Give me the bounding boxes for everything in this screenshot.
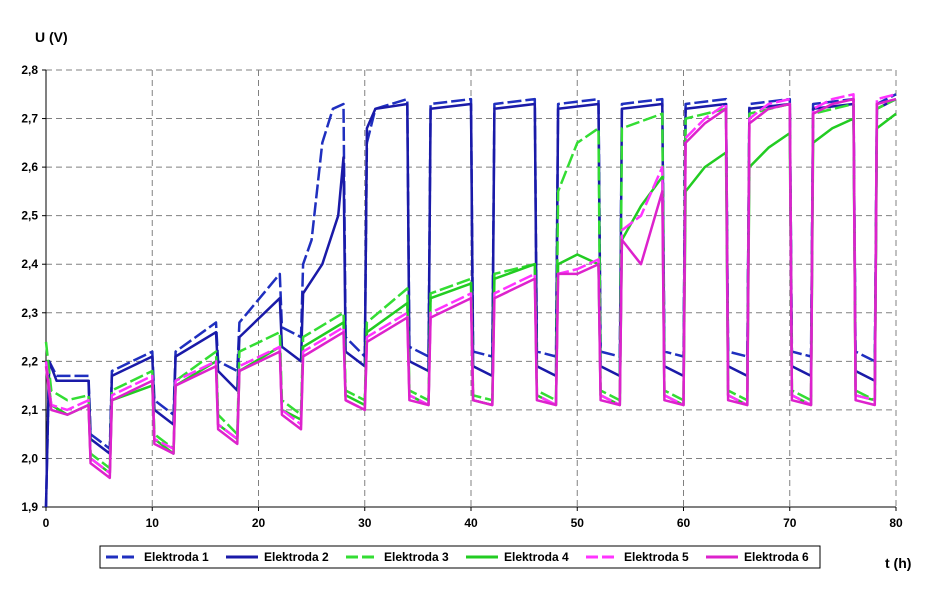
y-tick-label: 2,6 xyxy=(21,160,38,174)
x-tick-label: 60 xyxy=(677,516,691,530)
legend-label-4: Elektroda 4 xyxy=(504,550,569,564)
tick-labels: 1,9 2,0 2,1 2,2 2,3 2,4 2,5 2,6 2,7 2,8 0 10 20 30 40 5… xyxy=(21,63,903,530)
legend: Elektroda 1 Elektroda 2 Elektroda 3 Elektro… xyxy=(99,545,821,569)
x-axis-title: t (h) xyxy=(885,555,911,571)
series-line-6 xyxy=(44,97,897,480)
x-tick-label: 40 xyxy=(464,516,478,530)
y-tick-label: 1,9 xyxy=(21,500,38,514)
x-tick-label: 0 xyxy=(43,516,50,530)
axes xyxy=(42,69,897,511)
y-tick-label: 2,5 xyxy=(21,209,38,223)
x-tick-label: 20 xyxy=(252,516,266,530)
y-tick-label: 2,1 xyxy=(21,403,38,417)
y-tick-label: 2,8 xyxy=(21,63,38,77)
y-tick-label: 2,7 xyxy=(21,112,38,126)
y-axis-title: U (V) xyxy=(35,29,68,45)
legend-label-1: Elektroda 1 xyxy=(144,550,209,564)
y-tick-label: 2,0 xyxy=(21,451,38,465)
y-tick-label: 2,3 xyxy=(21,306,38,320)
y-tick-label: 2,2 xyxy=(21,354,38,368)
legend-label-6: Elektroda 6 xyxy=(744,550,809,564)
legend-label-2: Elektroda 2 xyxy=(264,550,329,564)
x-tick-label: 10 xyxy=(146,516,160,530)
x-tick-label: 50 xyxy=(571,516,585,530)
x-tick-label: 70 xyxy=(783,516,797,530)
series-layer xyxy=(44,93,897,508)
legend-box xyxy=(99,545,821,569)
y-tick-label: 2,4 xyxy=(21,257,38,271)
x-tick-label: 30 xyxy=(358,516,372,530)
legend-label-5: Elektroda 5 xyxy=(624,550,689,564)
series-line-5 xyxy=(44,93,897,475)
legend-label-3: Elektroda 3 xyxy=(384,550,449,564)
x-tick-label: 80 xyxy=(889,516,903,530)
